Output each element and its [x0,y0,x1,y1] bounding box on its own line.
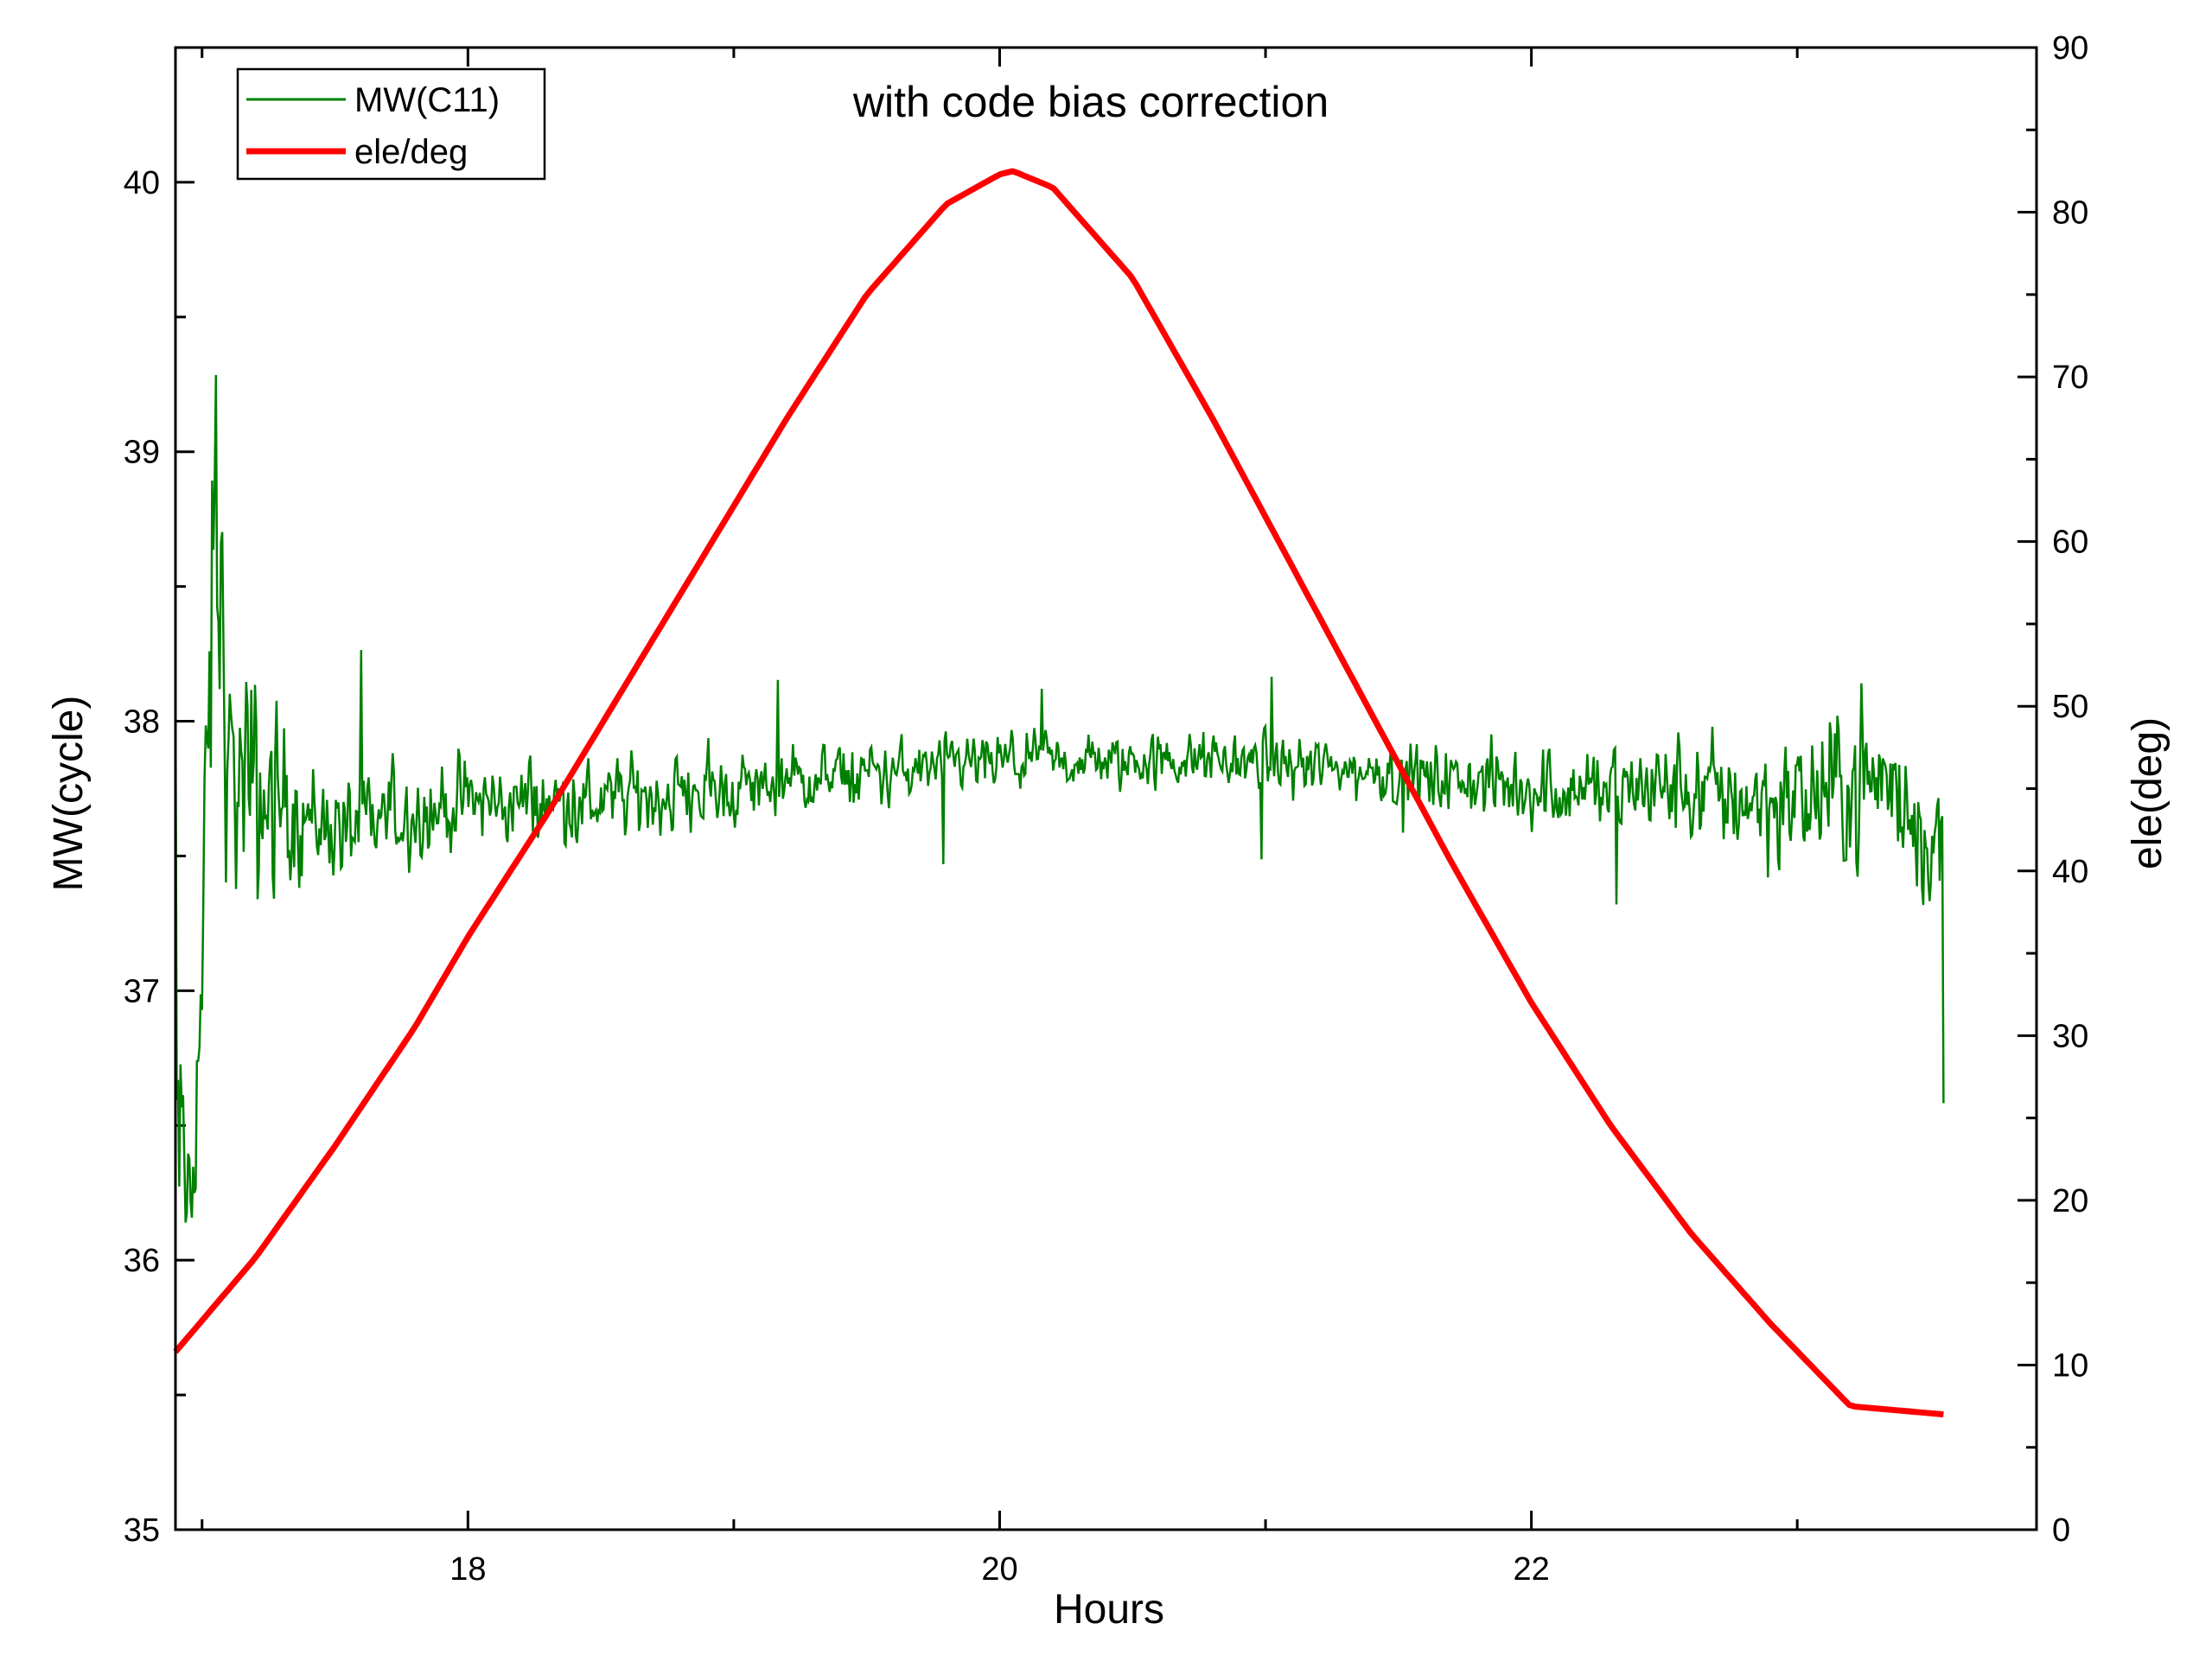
y-right-tick-label: 20 [2052,1183,2088,1219]
legend-label-mw: MW(C11) [354,81,500,119]
y-left-tick-label: 38 [124,704,160,741]
y-right-tick-label: 70 [2052,360,2088,396]
y-right-tick-label: 30 [2052,1018,2088,1054]
y-right-tick-label: 40 [2052,854,2088,890]
x-axis-title: Hours [1054,1587,1164,1633]
y-left-tick-label: 39 [124,435,160,471]
x-tick-label: 18 [449,1551,486,1588]
legend-label-ele: ele/deg [354,133,468,171]
y-left-axis-title: MW(cycle) [46,696,92,892]
y-right-tick-label: 60 [2052,525,2088,561]
legend: MW(C11) ele/deg [236,67,546,181]
series-layer [173,168,1945,1418]
x-tick-label: 20 [981,1551,1017,1588]
y-left-tick-label: 35 [124,1512,160,1549]
y-right-axis-title: ele(deg) [2125,717,2171,869]
y-right-tick-label: 0 [2052,1512,2070,1549]
mw-series-line [174,374,1945,1223]
y-right-tick-label: 50 [2052,689,2088,725]
y-right-tick-label: 90 [2052,30,2088,67]
y-left-tick-label: 40 [124,165,160,201]
plot-frame [174,46,2038,1531]
ticks-layer: 18 20 22 35 36 37 38 39 40 0 10 20 30 40 50 60 70 80 90 [124,30,2089,1588]
y-right-tick-label: 80 [2052,195,2088,232]
y-left-tick-label: 37 [124,973,160,1009]
chart-title: with code bias correction [852,78,1329,126]
y-right-tick-label: 10 [2052,1347,2088,1384]
elevation-series-line [173,168,1944,1418]
legend-box [236,67,546,181]
x-tick-label: 22 [1513,1551,1549,1588]
y-left-tick-label: 36 [124,1243,160,1279]
